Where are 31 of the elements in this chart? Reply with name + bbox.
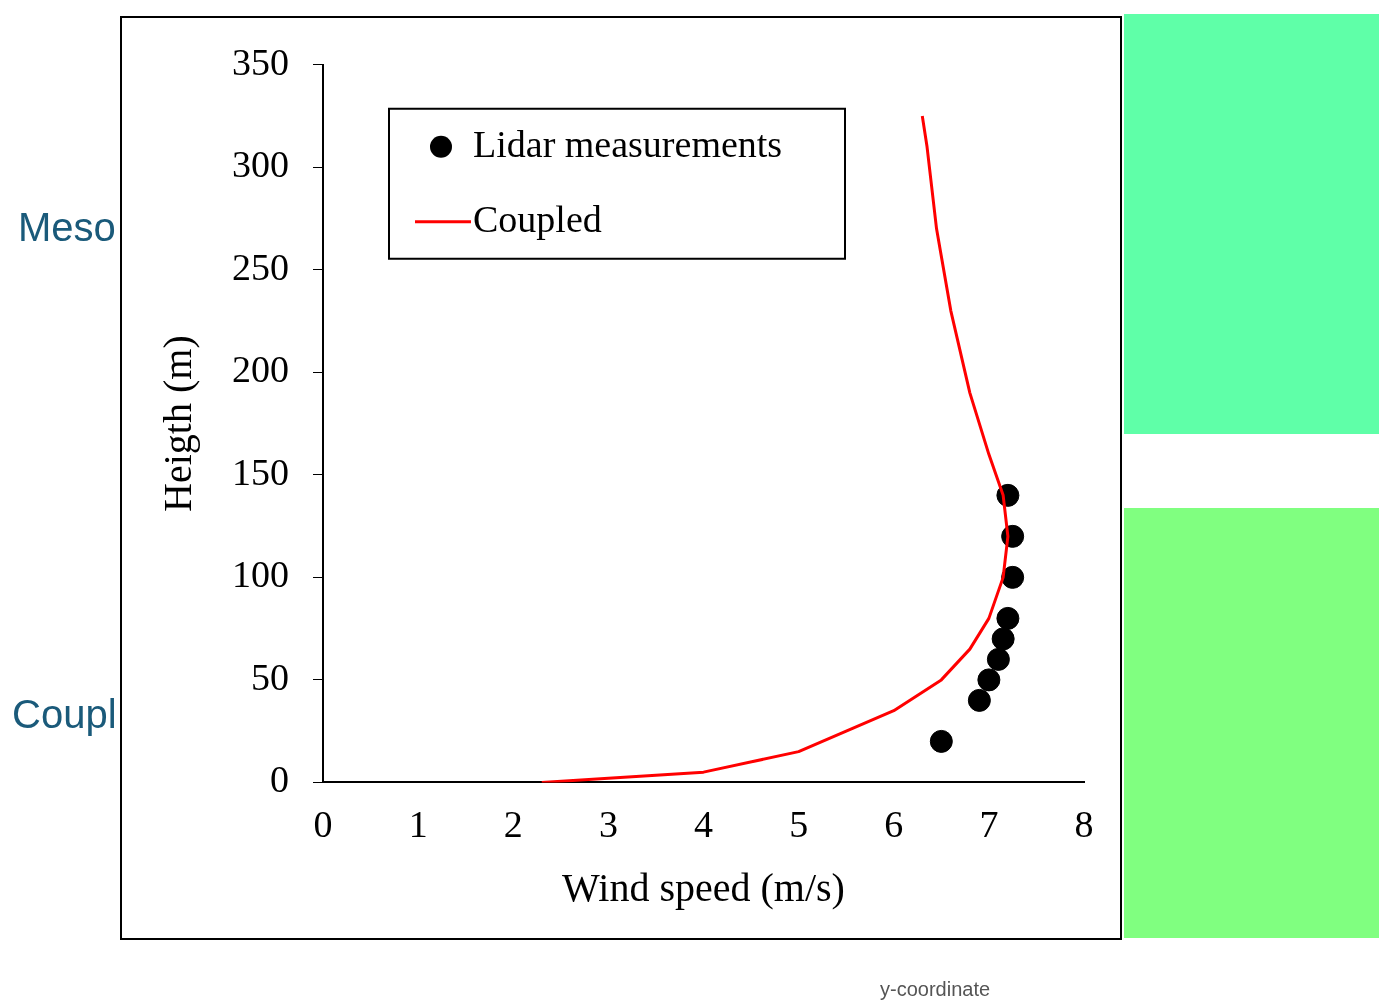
y-tick-label: 200 bbox=[232, 348, 289, 391]
point bbox=[1001, 565, 1025, 589]
x-axis-title: Wind speed (m/s) bbox=[562, 864, 845, 910]
text: Meso bbox=[18, 205, 116, 250]
y-axis-title: Heigth (m) bbox=[154, 335, 200, 512]
y-tick-label: 250 bbox=[232, 245, 289, 288]
x-tick-label: 4 bbox=[694, 803, 713, 846]
text: Coupl bbox=[12, 692, 117, 737]
x-tick-label: 3 bbox=[598, 803, 618, 846]
x-tick-label: 0 bbox=[313, 803, 333, 846]
x-tick-label: 2 bbox=[503, 803, 523, 846]
y-tick-label: 0 bbox=[270, 758, 289, 801]
point bbox=[929, 729, 953, 753]
y-tick-label: 150 bbox=[232, 450, 289, 493]
x-tick-label: 6 bbox=[884, 803, 904, 846]
y-tick-label: 300 bbox=[232, 143, 289, 186]
legend-label: Lidar measurements bbox=[473, 122, 783, 165]
point bbox=[996, 606, 1020, 630]
point bbox=[986, 647, 1010, 671]
x-tick-label: 5 bbox=[789, 803, 809, 846]
y-tick-label: 100 bbox=[232, 553, 289, 596]
x-tick-label: 8 bbox=[1074, 803, 1094, 846]
legend-label: Coupled bbox=[473, 197, 602, 240]
y-tick-label: 350 bbox=[232, 40, 289, 83]
point bbox=[977, 668, 1001, 692]
text: y-coordinate bbox=[880, 978, 991, 1001]
point bbox=[991, 627, 1015, 651]
point bbox=[967, 688, 991, 712]
x-tick-label: 7 bbox=[979, 803, 999, 846]
x-tick-label: 1 bbox=[408, 803, 428, 846]
y-tick-label: 50 bbox=[251, 655, 289, 698]
